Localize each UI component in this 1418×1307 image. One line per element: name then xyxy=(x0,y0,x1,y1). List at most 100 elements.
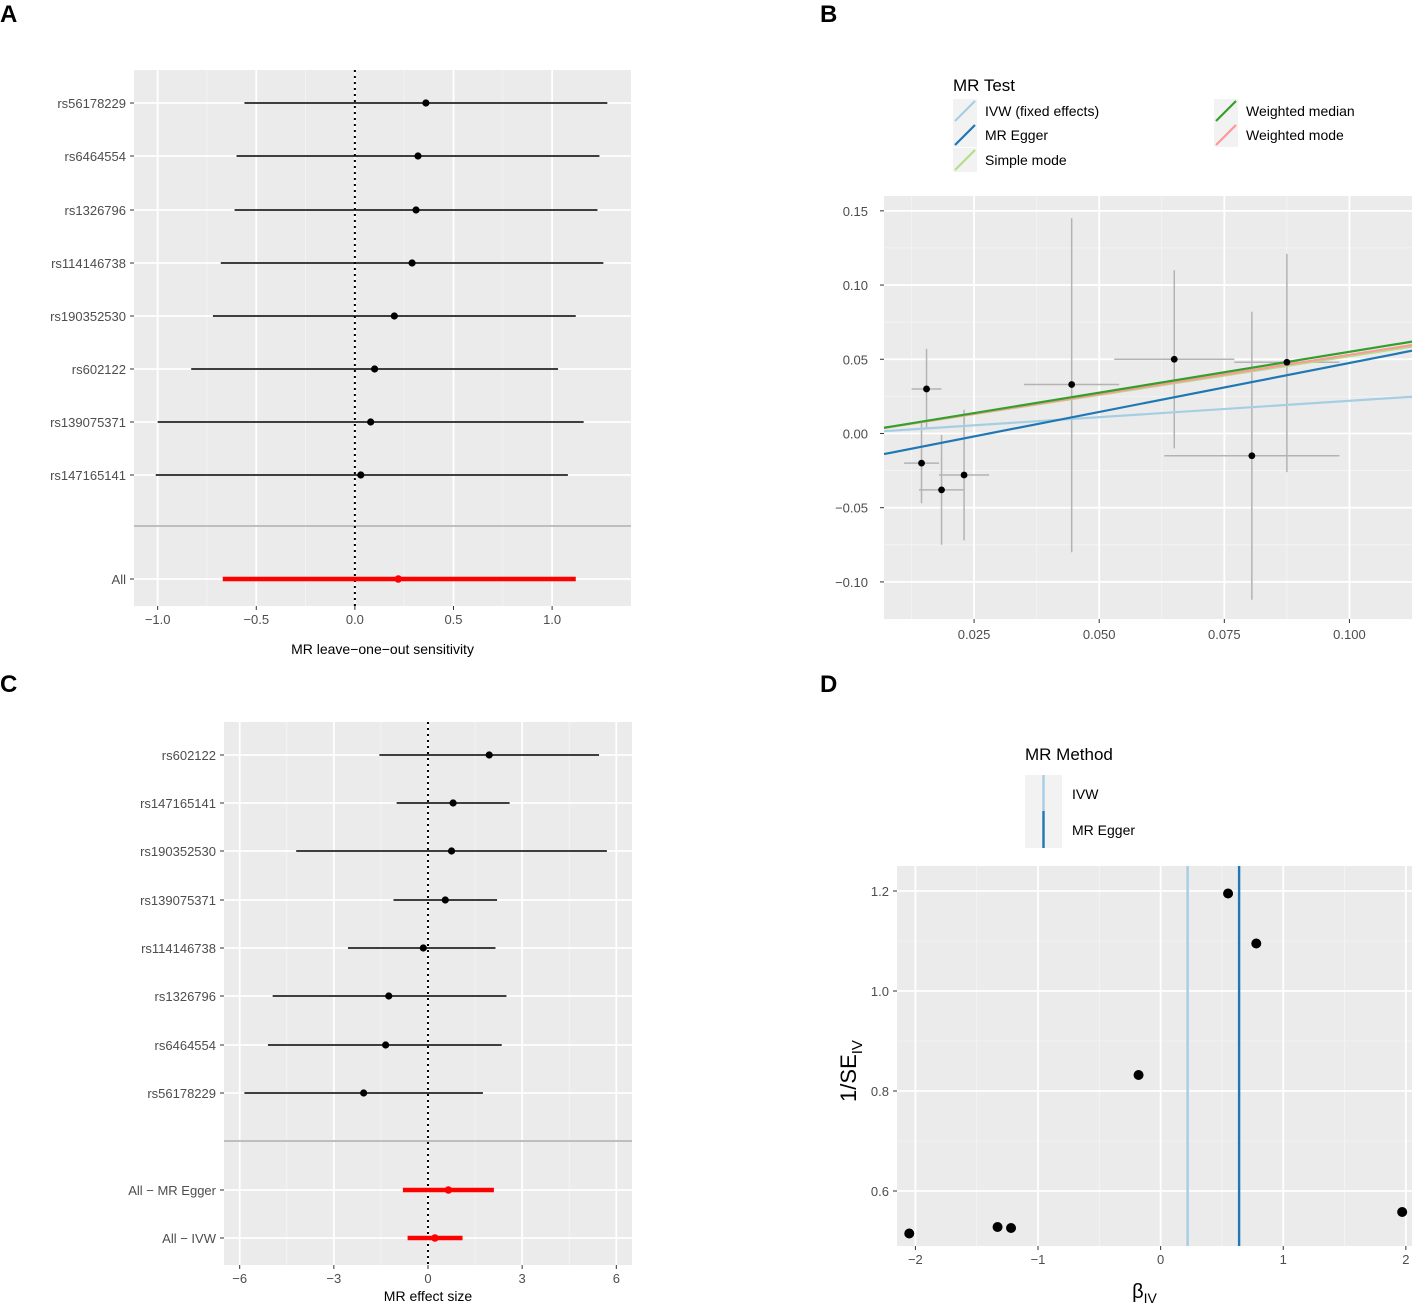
point-estimate xyxy=(382,1041,390,1049)
y-tick-label: 0.05 xyxy=(843,352,868,367)
panel-letter-a: A xyxy=(0,1,17,28)
row-label: rs190352530 xyxy=(140,844,216,859)
data-point xyxy=(1397,1207,1408,1217)
x-tick-label: −3 xyxy=(326,1271,341,1286)
y-tick-label: 0.15 xyxy=(843,204,868,219)
y-tick-label: −0.05 xyxy=(835,501,868,516)
data-point xyxy=(1170,355,1178,363)
x-tick-label: 0.025 xyxy=(958,627,991,642)
panel-b-scatter-plot: 0.025 0.050 0.075 0.100 −0.10 −0.05 0.00 0.05 0.… xyxy=(835,76,1413,642)
data-point xyxy=(992,1222,1003,1232)
y-tick-label: 0.00 xyxy=(843,426,868,441)
data-point xyxy=(1068,381,1076,388)
summary-label: All xyxy=(112,572,127,587)
regression-line-weighted-median xyxy=(883,340,1413,429)
legend-key-line xyxy=(1215,100,1237,122)
regression-line-ivw-fixed-effects xyxy=(883,395,1413,433)
x-tick-label: 1 xyxy=(1280,1252,1287,1267)
x-tick-label: 2 xyxy=(1402,1252,1409,1267)
row-label: rs602122 xyxy=(72,362,126,377)
x-tick-label: 0.100 xyxy=(1333,627,1366,642)
data-point xyxy=(1283,358,1291,366)
row-label: rs6464554 xyxy=(155,1038,216,1053)
legend-key-line xyxy=(954,124,976,146)
y-axis-title: 1/SEIV xyxy=(836,1040,866,1102)
y-tick-label: 0.6 xyxy=(871,1184,889,1199)
panel-letter-b: B xyxy=(820,1,837,28)
x-tick-label: 6 xyxy=(613,1271,620,1286)
point-estimate xyxy=(414,152,422,160)
x-tick-label: 0 xyxy=(424,1271,431,1286)
panel-c-forest-plot: −6 −3 0 3 6 rs602122 rs147165141 rs190352530 rs1… xyxy=(128,722,632,1304)
point-estimate xyxy=(408,259,416,267)
plot-background xyxy=(134,70,631,606)
point-estimate xyxy=(449,799,457,807)
row-label: rs114146738 xyxy=(51,256,126,271)
point-estimate xyxy=(360,1089,368,1097)
data-point xyxy=(904,1228,915,1239)
legend-title: MR Test xyxy=(953,76,1015,95)
legend-key-line xyxy=(1215,124,1237,146)
x-tick-label: 0 xyxy=(1157,1252,1164,1267)
point-estimate xyxy=(419,944,427,952)
data-point xyxy=(1248,452,1256,460)
x-axis-title: MR effect size xyxy=(384,1288,473,1304)
row-label: rs6464554 xyxy=(65,149,126,164)
plot-background xyxy=(884,196,1412,619)
x-axis-title: MR leave−one−out sensitivity xyxy=(291,641,474,657)
data-point xyxy=(938,486,945,494)
point-estimate xyxy=(447,847,456,855)
legend-label: MR Egger xyxy=(985,127,1048,143)
point-estimate xyxy=(441,896,449,904)
summary-estimate xyxy=(394,575,403,583)
legend-key-line xyxy=(954,100,976,122)
point-estimate xyxy=(485,751,493,759)
x-axis-title: βIV xyxy=(1132,1281,1157,1306)
legend-label: Weighted mode xyxy=(1246,127,1344,143)
x-tick-label: −6 xyxy=(232,1271,247,1286)
data-point xyxy=(1006,1223,1017,1233)
x-tick-label: −0.5 xyxy=(243,612,269,627)
row-label: rs1326796 xyxy=(155,989,216,1004)
summary-label: All − IVW xyxy=(162,1231,217,1246)
row-label: rs1326796 xyxy=(65,203,126,218)
y-tick-label: −0.10 xyxy=(835,575,868,590)
x-tick-label: 0.075 xyxy=(1208,627,1241,642)
row-label: rs602122 xyxy=(162,748,216,763)
panel-letter-d: D xyxy=(820,671,837,698)
legend-label: Simple mode xyxy=(985,152,1067,168)
point-estimate xyxy=(385,992,393,1000)
x-tick-label: 0.050 xyxy=(1083,627,1116,642)
point-estimate xyxy=(357,471,365,479)
row-label: rs139075371 xyxy=(50,415,126,430)
x-tick-label: −1.0 xyxy=(145,612,171,627)
row-label: rs56178229 xyxy=(147,1086,216,1101)
data-point xyxy=(960,471,968,479)
y-tick-label: 0.10 xyxy=(843,278,868,293)
y-tick-label: 1.2 xyxy=(871,884,889,899)
data-point xyxy=(1251,938,1262,949)
panel-letter-c: C xyxy=(0,671,17,698)
data-point xyxy=(918,459,925,467)
x-tick-label: −2 xyxy=(908,1252,923,1267)
y-tick-label: 1.0 xyxy=(871,984,889,999)
row-label: rs56178229 xyxy=(57,96,126,111)
legend-label: IVW xyxy=(1072,786,1099,802)
data-point xyxy=(1133,1070,1144,1080)
point-estimate xyxy=(367,418,375,426)
panel-d-funnel-plot: −2 −1 0 1 2 0.6 0.8 1.0 1.2 βIV 1/SEIV MR Method IVW… xyxy=(836,745,1412,1306)
x-tick-label: −1 xyxy=(1031,1252,1046,1267)
summary-estimate xyxy=(444,1186,453,1194)
x-tick-label: 3 xyxy=(519,1271,526,1286)
point-estimate xyxy=(422,99,430,107)
panel-a-leave-one-out-plot: −1.0 −0.5 0.0 0.5 1.0 rs56178229 rs6464554 rs13… xyxy=(50,70,631,657)
row-label: rs190352530 xyxy=(50,309,126,324)
row-label: rs147165141 xyxy=(140,796,216,811)
point-estimate xyxy=(371,365,379,373)
row-label: rs139075371 xyxy=(140,893,216,908)
plot-background xyxy=(897,866,1412,1246)
summary-estimate xyxy=(431,1234,439,1242)
summary-label: All − MR Egger xyxy=(128,1183,216,1198)
data-point xyxy=(923,385,930,393)
